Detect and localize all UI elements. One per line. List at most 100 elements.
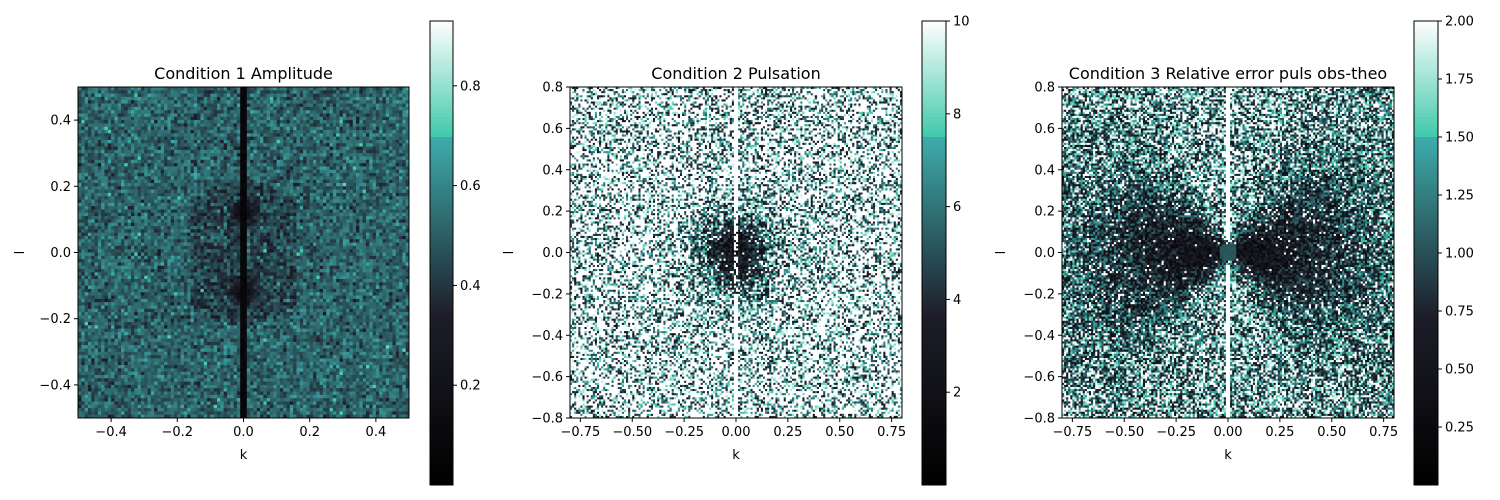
heatmap-cell [177,97,181,101]
heatmap-cell [306,90,310,94]
heatmap-cell [396,120,400,124]
heatmap-cell [310,94,314,98]
heatmap-cell [253,107,257,111]
heatmap-cell [161,100,165,104]
heatmap-cell [316,140,320,144]
heatmap-cell [270,133,274,137]
heatmap-cell [101,120,105,124]
heatmap-cell [250,117,254,121]
heatmap-cell [389,97,393,101]
heatmap-cell [124,90,128,94]
heatmap-cell [326,87,330,91]
heatmap-cell [121,100,125,104]
heatmap-cell [167,107,171,111]
heatmap-cell [402,127,406,131]
heatmap-cell [237,150,241,154]
heatmap-cell [353,130,357,134]
heatmap-cell [373,123,377,127]
heatmap-cell [210,90,214,94]
heatmap-cell [280,150,284,154]
heatmap-cell [194,130,198,134]
heatmap-cell [369,157,373,161]
heatmap-cell [214,133,218,137]
heatmap-cell [204,104,208,108]
heatmap-cell [151,107,155,111]
heatmap-cell [134,90,138,94]
heatmap-cell [237,110,241,114]
heatmap-cell [181,113,185,117]
heatmap-cell [359,107,363,111]
heatmap-cell [148,127,152,131]
heatmap-cell [293,120,297,124]
heatmap-cell [300,100,304,104]
heatmap-cell [148,147,152,151]
heatmap-cell [78,157,82,161]
heatmap-cell [247,100,251,104]
heatmap-cell [330,107,334,111]
heatmap-cell [144,140,148,144]
heatmap-cell [181,137,185,141]
heatmap-cell [402,140,406,144]
heatmap-cell [247,90,251,94]
heatmap-cell [257,157,261,161]
heatmap-cell [306,94,310,98]
heatmap-cell [167,90,171,94]
heatmap-cell [194,87,198,91]
heatmap-cell [141,160,145,164]
heatmap-cell [267,133,271,137]
heatmap-cell [310,127,314,131]
heatmap-cell [104,140,108,144]
heatmap-cell [124,110,128,114]
heatmap-cell [214,107,218,111]
heatmap-cell [313,153,317,157]
heatmap-cell [363,140,367,144]
heatmap-cell [181,160,185,164]
heatmap-cell [187,137,191,141]
heatmap-cell [204,157,208,161]
heatmap-cell [101,153,105,157]
heatmap-cell [343,143,347,147]
heatmap-cell [177,100,181,104]
heatmap-cell [111,123,115,127]
heatmap-cell [263,123,267,127]
heatmap-cell [194,123,198,127]
heatmap-cell [263,157,267,161]
heatmap-cell [336,133,340,137]
heatmap-cell [131,123,135,127]
heatmap-cell [134,104,138,108]
heatmap-cell [293,150,297,154]
heatmap-cell [144,163,148,167]
heatmap-cell [174,120,178,124]
heatmap-cell [95,133,99,137]
heatmap-cell [267,143,271,147]
heatmap-cell [217,113,221,117]
heatmap-cell [323,104,327,108]
heatmap-cell [250,160,254,164]
heatmap-cell [161,97,165,101]
heatmap-cell [333,137,337,141]
heatmap-cell [257,113,261,117]
heatmap-cell [220,133,224,137]
heatmap-cell [234,133,238,137]
heatmap-cell [184,133,188,137]
heatmap-cell [339,153,343,157]
heatmap-cell [111,127,115,131]
heatmap-cell [210,100,214,104]
heatmap-cell [111,97,115,101]
heatmap-cell [283,100,287,104]
heatmap-cell [164,117,168,121]
heatmap-cell [359,150,363,154]
heatmap-cell [257,104,261,108]
heatmap-cell [383,120,387,124]
heatmap-cell [353,137,357,141]
heatmap-cell [217,150,221,154]
heatmap-cell [359,113,363,117]
heatmap-cell [373,157,377,161]
heatmap-cell [247,140,251,144]
heatmap-cell [346,123,350,127]
heatmap-cell [383,113,387,117]
heatmap-cell [194,140,198,144]
heatmap-cell [333,113,337,117]
heatmap-cell [124,147,128,151]
heatmap-cell [336,97,340,101]
